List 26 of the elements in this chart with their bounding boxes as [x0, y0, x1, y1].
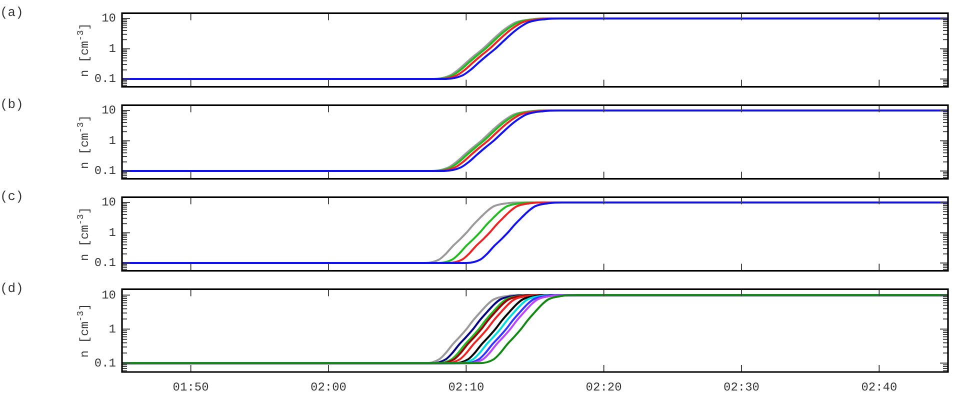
- y-axis-title: n [cm-3]: [76, 22, 92, 78]
- y-tick-label: 0.1: [94, 256, 116, 270]
- y-tick-label: 1: [108, 322, 116, 336]
- y-tick-label: 10: [102, 12, 116, 26]
- x-tick-label: 02:00: [310, 380, 347, 394]
- y-tick-label: 0.1: [94, 356, 116, 370]
- y-tick-label: 10: [102, 196, 116, 210]
- y-tick-label: 1: [108, 42, 116, 56]
- y-tick-label: 1: [108, 134, 116, 148]
- text: (a): [0, 5, 24, 20]
- x-tick-label: 02:20: [586, 380, 622, 394]
- text: (d): [0, 281, 24, 296]
- x-tick-label: 02:30: [723, 380, 760, 394]
- y-tick-label: 0.1: [94, 72, 116, 86]
- y-tick-label: 1: [108, 226, 116, 240]
- y-axis-title: n [cm-3]: [76, 206, 92, 262]
- y-tick-label: 10: [102, 104, 116, 118]
- x-tick-label: 02:10: [448, 380, 484, 394]
- y-axis-title: n [cm-3]: [76, 114, 92, 170]
- y-axis-title: n [cm-3]: [76, 304, 92, 358]
- text: (b): [0, 97, 24, 112]
- text: (c): [0, 189, 24, 204]
- x-tick-label: 02:40: [861, 380, 898, 394]
- x-tick-label: 01:50: [172, 380, 209, 394]
- y-tick-label: 0.1: [94, 164, 116, 178]
- y-tick-label: 10: [102, 288, 116, 302]
